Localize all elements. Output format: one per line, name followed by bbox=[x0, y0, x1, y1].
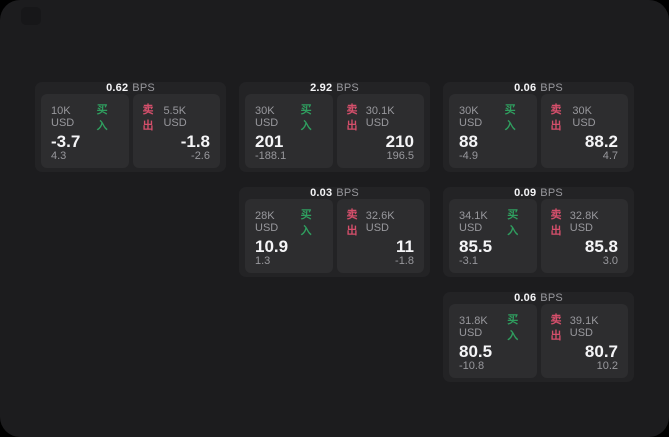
card-bps-header: 0.06 BPS bbox=[443, 292, 634, 304]
bps-unit: BPS bbox=[540, 292, 563, 304]
buy-panel[interactable]: 34.1K USD 买入 85.5 -3.1 bbox=[449, 199, 537, 273]
buy-size-label: 34.1K USD bbox=[459, 210, 488, 234]
sell-tag: 卖出 bbox=[550, 209, 562, 237]
sell-size-label: 39.1K USD bbox=[569, 315, 599, 339]
quote-panels: 30K USD 买入 201 -188.1 卖出 30.1K USD 210 1… bbox=[239, 94, 430, 174]
buy-size-label: 31.8K USD bbox=[459, 315, 488, 339]
buy-tag: 买入 bbox=[507, 314, 519, 342]
quote-panels: 31.8K USD 买入 80.5 -10.8 卖出 39.1K USD 80.… bbox=[443, 304, 634, 384]
sell-price: 85.8 bbox=[584, 237, 618, 256]
quote-panels: 34.1K USD 买入 85.5 -3.1 卖出 32.8K USD 85.8… bbox=[443, 199, 634, 279]
cards-grid: 0.62 BPS 10K USD 买入 -3.7 4.3 卖出 5.5K USD… bbox=[35, 82, 634, 382]
sell-panel[interactable]: 卖出 32.6K USD 11 -1.8 bbox=[336, 199, 424, 273]
sell-delta: 196.5 bbox=[386, 150, 414, 162]
quote-panels: 10K USD 买入 -3.7 4.3 卖出 5.5K USD -1.8 -2.… bbox=[35, 94, 226, 174]
buy-price: 10.9 bbox=[255, 237, 289, 256]
sell-panel[interactable]: 卖出 30K USD 88.2 4.7 bbox=[540, 94, 628, 168]
sell-panel[interactable]: 卖出 30.1K USD 210 196.5 bbox=[336, 94, 424, 168]
buy-panel[interactable]: 30K USD 买入 88 -4.9 bbox=[449, 94, 537, 168]
sell-delta: -1.8 bbox=[395, 255, 414, 267]
quote-card: 0.06 BPS 31.8K USD 买入 80.5 -10.8 卖出 39.1… bbox=[443, 292, 634, 382]
sell-delta: 10.2 bbox=[596, 360, 618, 372]
quote-card: 2.92 BPS 30K USD 买入 201 -188.1 卖出 30.1K … bbox=[239, 82, 430, 172]
sell-tag: 卖出 bbox=[346, 104, 358, 132]
card-bps-header: 0.03 BPS bbox=[239, 187, 430, 199]
card-bps-header: 0.06 BPS bbox=[443, 82, 634, 94]
buy-panel[interactable]: 31.8K USD 买入 80.5 -10.8 bbox=[449, 304, 537, 378]
buy-price: 88 bbox=[459, 132, 478, 151]
bps-value: 2.92 bbox=[310, 82, 333, 94]
buy-panel[interactable]: 28K USD 买入 10.9 1.3 bbox=[245, 199, 333, 273]
sell-price: 210 bbox=[385, 132, 414, 151]
bps-value: 0.06 bbox=[514, 82, 537, 94]
sell-size-label: 32.8K USD bbox=[569, 210, 599, 234]
bps-unit: BPS bbox=[540, 82, 563, 94]
buy-price: 201 bbox=[255, 132, 284, 151]
quote-panels: 30K USD 买入 88 -4.9 卖出 30K USD 88.2 4.7 bbox=[443, 94, 634, 174]
buy-delta: 1.3 bbox=[255, 255, 271, 267]
buy-size-label: 10K USD bbox=[51, 105, 75, 129]
buy-price: 80.5 bbox=[459, 342, 493, 361]
sell-price: 88.2 bbox=[584, 132, 618, 151]
bps-unit: BPS bbox=[132, 82, 155, 94]
sell-tag: 卖出 bbox=[346, 209, 358, 237]
sell-panel[interactable]: 卖出 32.8K USD 85.8 3.0 bbox=[540, 199, 628, 273]
card-bps-header: 0.62 BPS bbox=[35, 82, 226, 94]
quote-card: 0.03 BPS 28K USD 买入 10.9 1.3 卖出 32.6K US… bbox=[239, 187, 430, 277]
sell-delta: 4.7 bbox=[602, 150, 618, 162]
sell-size-label: 32.6K USD bbox=[365, 210, 395, 234]
buy-size-label: 28K USD bbox=[255, 210, 279, 234]
sell-size-label: 30.1K USD bbox=[365, 105, 395, 129]
buy-delta: 4.3 bbox=[51, 150, 67, 162]
bps-value: 0.03 bbox=[310, 187, 333, 199]
bps-value: 0.06 bbox=[514, 292, 537, 304]
bps-value: 0.09 bbox=[514, 187, 537, 199]
buy-tag: 买入 bbox=[507, 209, 519, 237]
quote-card: 0.09 BPS 34.1K USD 买入 85.5 -3.1 卖出 32.8K… bbox=[443, 187, 634, 277]
corner-menu-button[interactable] bbox=[21, 7, 41, 25]
sell-delta: -2.6 bbox=[191, 150, 210, 162]
sell-price: 80.7 bbox=[584, 342, 618, 361]
buy-delta: -4.9 bbox=[459, 150, 478, 162]
buy-delta: -3.1 bbox=[459, 255, 478, 267]
sell-tag: 卖出 bbox=[550, 314, 562, 342]
card-bps-header: 0.09 BPS bbox=[443, 187, 634, 199]
buy-size-label: 30K USD bbox=[255, 105, 279, 129]
buy-tag: 买入 bbox=[504, 104, 516, 132]
buy-delta: -10.8 bbox=[459, 360, 485, 372]
quote-panels: 28K USD 买入 10.9 1.3 卖出 32.6K USD 11 -1.8 bbox=[239, 199, 430, 279]
buy-panel[interactable]: 10K USD 买入 -3.7 4.3 bbox=[41, 94, 129, 168]
sell-panel[interactable]: 卖出 5.5K USD -1.8 -2.6 bbox=[132, 94, 220, 168]
sell-delta: 3.0 bbox=[602, 255, 618, 267]
sell-price: -1.8 bbox=[180, 132, 210, 151]
bps-unit: BPS bbox=[336, 187, 359, 199]
buy-tag: 买入 bbox=[96, 104, 108, 132]
buy-panel[interactable]: 30K USD 买入 201 -188.1 bbox=[245, 94, 333, 168]
quote-card: 0.06 BPS 30K USD 买入 88 -4.9 卖出 30K USD 8… bbox=[443, 82, 634, 172]
bps-value: 0.62 bbox=[106, 82, 129, 94]
buy-price: -3.7 bbox=[51, 132, 81, 151]
card-bps-header: 2.92 BPS bbox=[239, 82, 430, 94]
buy-delta: -188.1 bbox=[255, 150, 287, 162]
buy-tag: 买入 bbox=[300, 104, 312, 132]
buy-price: 85.5 bbox=[459, 237, 493, 256]
sell-size-label: 5.5K USD bbox=[163, 105, 187, 129]
buy-size-label: 30K USD bbox=[459, 105, 483, 129]
sell-tag: 卖出 bbox=[550, 104, 562, 132]
sell-panel[interactable]: 卖出 39.1K USD 80.7 10.2 bbox=[540, 304, 628, 378]
buy-tag: 买入 bbox=[300, 209, 312, 237]
sell-size-label: 30K USD bbox=[572, 105, 596, 129]
sell-price: 11 bbox=[396, 237, 414, 256]
bps-unit: BPS bbox=[540, 187, 563, 199]
bps-unit: BPS bbox=[336, 82, 359, 94]
quote-card: 0.62 BPS 10K USD 买入 -3.7 4.3 卖出 5.5K USD… bbox=[35, 82, 226, 172]
sell-tag: 卖出 bbox=[142, 104, 154, 132]
